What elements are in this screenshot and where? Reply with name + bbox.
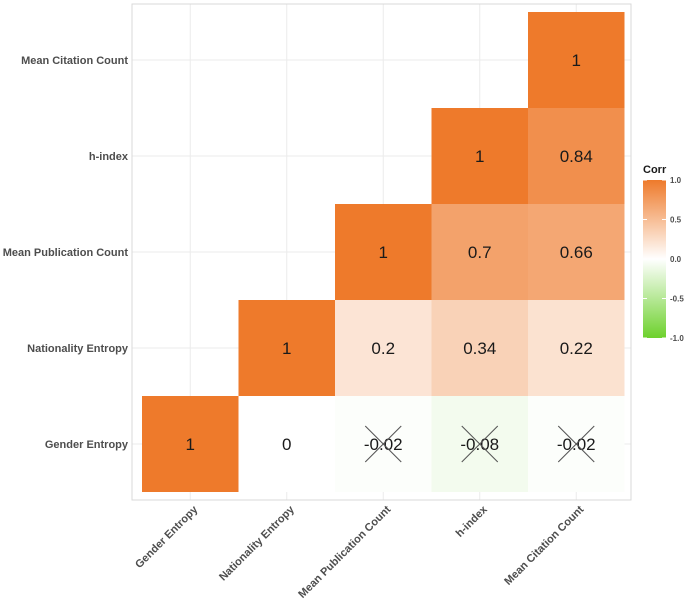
- heatmap-cell: [431, 108, 528, 204]
- cell-value-label: 0.2: [371, 339, 395, 358]
- y-tick-label: Gender Entropy: [45, 439, 129, 451]
- heatmap-cell: [238, 396, 335, 492]
- insignificant-cross-mark: [461, 425, 499, 463]
- legend-tick-label: -1.0: [670, 334, 684, 343]
- cell-value-label: 1: [186, 435, 195, 454]
- legend-tick-label: 1.0: [670, 176, 682, 185]
- heatmap-cell: [528, 108, 625, 204]
- cell-value-label: 0: [282, 435, 291, 454]
- heatmap-cell: [431, 300, 528, 396]
- cell-value-label: 0.84: [560, 147, 593, 166]
- y-tick-label: Nationality Entropy: [27, 343, 129, 355]
- cell-value-label: 0.34: [463, 339, 496, 358]
- heatmap-cell: [528, 12, 625, 108]
- y-tick-label: Mean Citation Count: [21, 55, 128, 67]
- cell-value-label: 0.7: [468, 243, 492, 262]
- heatmap-cell: [528, 300, 625, 396]
- insignificant-cross-mark: [364, 425, 402, 463]
- legend-tick-label: 0.0: [670, 255, 682, 264]
- heatmap-cell: [431, 204, 528, 300]
- cell-value-label: 0.66: [560, 243, 593, 262]
- cell-value-label: 1: [475, 147, 484, 166]
- heatmap-cell: [528, 204, 625, 300]
- heatmap-cell: [238, 300, 335, 396]
- panel-border: [131, 3, 632, 501]
- cell-value-label: 0.22: [560, 339, 593, 358]
- legend-tick-label: 0.5: [670, 216, 682, 225]
- heatmap-cell: [335, 204, 432, 300]
- heatmap-cell: [142, 396, 239, 492]
- cell-value-label: 1: [572, 51, 581, 70]
- heatmap-cell: [335, 300, 432, 396]
- legend-tick-label: -0.5: [670, 295, 684, 304]
- cell-labels: 10-0.02-0.08-0.0210.20.340.2210.70.6610.…: [186, 51, 596, 463]
- legend-title: Corr: [643, 164, 667, 176]
- insignificant-cross-mark: [557, 425, 595, 463]
- y-tick-label: Mean Publication Count: [3, 247, 129, 259]
- heatmap-cells: [142, 12, 625, 492]
- cell-value-label: 1: [379, 243, 388, 262]
- y-tick-label: h-index: [89, 151, 129, 163]
- legend-colorbar: [643, 180, 666, 338]
- cell-value-label: 1: [282, 339, 291, 358]
